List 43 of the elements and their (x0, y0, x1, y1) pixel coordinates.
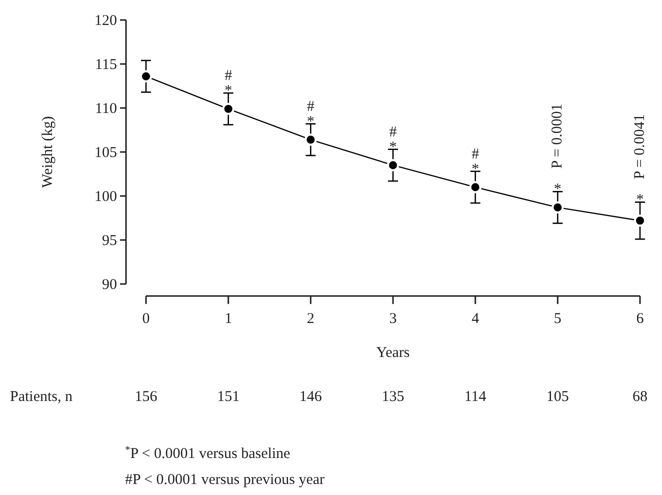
text: 114 (464, 389, 487, 405)
text: 156 (134, 389, 158, 405)
y-tick-label: 120 (94, 12, 117, 29)
text: 151 (217, 389, 240, 405)
y-axis-title: Weight (kg) (40, 116, 56, 188)
x-axis-title: Years (376, 345, 410, 361)
text: 105 (546, 389, 569, 405)
y-tick-label: 105 (94, 144, 117, 161)
annotation: # (306, 98, 315, 115)
annotation: * (554, 182, 562, 198)
annotation: * (389, 139, 397, 156)
point (386, 159, 400, 172)
annotation: # (472, 146, 480, 162)
point (552, 201, 564, 214)
text: 68 (632, 389, 648, 405)
text: #P < 0.0001 versus previous year (125, 472, 325, 488)
annotation: # (389, 124, 398, 140)
x-tick-label: 2 (306, 311, 314, 327)
annotation: * (224, 83, 232, 100)
annotation: * (472, 161, 480, 178)
y-tick-label: 95 (102, 232, 117, 249)
y-tick-label: 115 (95, 56, 117, 73)
y-tick-label: 90 (102, 276, 117, 293)
y-tick-label: 100 (94, 188, 117, 205)
text: 135 (382, 389, 404, 405)
point (304, 134, 317, 146)
x-tick-label: 5 (554, 311, 562, 327)
y-tick-label: 110 (95, 100, 117, 117)
x-tick-label: 4 (472, 311, 480, 327)
annotation: # (224, 68, 233, 84)
x-tick-label: 0 (142, 311, 150, 327)
x-tick-label: 1 (224, 311, 232, 327)
point (469, 181, 482, 194)
x-tick-label: 3 (389, 311, 397, 327)
text: 146 (299, 389, 322, 405)
annotation: P = 0.0041 (632, 114, 648, 180)
text: Patients, n (10, 389, 73, 405)
annotation: * (636, 192, 644, 208)
annotation: P = 0.0001 (550, 104, 566, 169)
point (222, 102, 234, 115)
annotation: * (306, 114, 314, 130)
text: $^{*}$P < 0.0001 versus baseline (125, 444, 291, 462)
x-tick-label: 6 (636, 311, 644, 327)
